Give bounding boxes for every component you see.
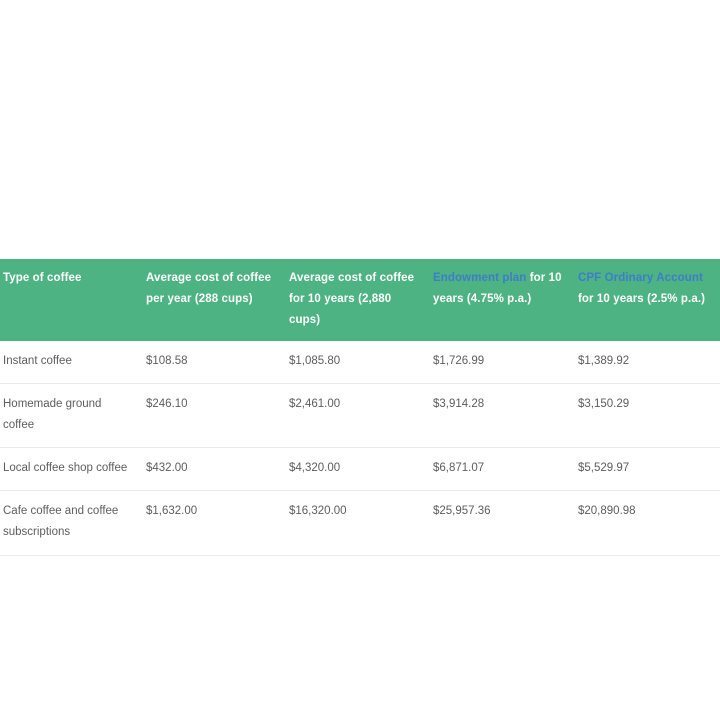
- column-header-label-rest: for 10 years (4.75% p.a.): [433, 272, 562, 305]
- cost-comparison-table: Type of coffee Average cost of coffee pe…: [0, 259, 720, 556]
- column-header-label-rest: for 10 years (2.5% p.a.): [578, 293, 706, 305]
- table-row: Homemade ground coffee $246.10 $2,461.00…: [0, 383, 720, 448]
- cell-endowment-10-years: $25,957.36: [433, 490, 578, 556]
- column-header-type-of-coffee: Type of coffee: [0, 259, 146, 341]
- cell-endowment-10-years: $6,871.07: [433, 447, 578, 491]
- column-header-cpf-ordinary-account: CPF Ordinary Account for 10 years (2.5% …: [578, 259, 720, 341]
- cell-cpf-oa-10-years: $1,389.92: [578, 341, 720, 384]
- table-header-row: Type of coffee Average cost of coffee pe…: [0, 259, 720, 341]
- column-header-average-cost-10-years: Average cost of coffee for 10 years (2,8…: [289, 259, 433, 341]
- table-body: Instant coffee $108.58 $1,085.80 $1,726.…: [0, 341, 720, 556]
- cell-cpf-oa-10-years: $20,890.98: [578, 490, 720, 556]
- cell-cost-10-years: $4,320.00: [289, 447, 433, 491]
- cell-cost-10-years: $16,320.00: [289, 490, 433, 556]
- cell-type-of-coffee: Homemade ground coffee: [0, 383, 146, 448]
- cell-cpf-oa-10-years: $3,150.29: [578, 383, 720, 448]
- cpf-ordinary-account-link[interactable]: CPF Ordinary Account: [578, 272, 703, 284]
- table-row: Instant coffee $108.58 $1,085.80 $1,726.…: [0, 341, 720, 384]
- table-row: Cafe coffee and coffee subscriptions $1,…: [0, 490, 720, 556]
- table-row: Local coffee shop coffee $432.00 $4,320.…: [0, 447, 720, 491]
- cell-cost-10-years: $1,085.80: [289, 341, 433, 384]
- cell-type-of-coffee: Cafe coffee and coffee subscriptions: [0, 490, 146, 556]
- cost-comparison-table-wrapper: Type of coffee Average cost of coffee pe…: [0, 259, 720, 556]
- cell-type-of-coffee: Local coffee shop coffee: [0, 447, 146, 491]
- cell-cost-per-year: $246.10: [146, 383, 289, 448]
- cell-type-of-coffee: Instant coffee: [0, 341, 146, 384]
- cell-cost-per-year: $432.00: [146, 447, 289, 491]
- cell-cost-10-years: $2,461.00: [289, 383, 433, 448]
- endowment-plan-link[interactable]: Endowment plan: [433, 272, 527, 284]
- cell-endowment-10-years: $3,914.28: [433, 383, 578, 448]
- cell-endowment-10-years: $1,726.99: [433, 341, 578, 384]
- column-header-average-cost-per-year: Average cost of coffee per year (288 cup…: [146, 259, 289, 341]
- column-header-label: Average cost of coffee for 10 years (2,8…: [289, 272, 415, 326]
- cell-cost-per-year: $1,632.00: [146, 490, 289, 556]
- cell-cpf-oa-10-years: $5,529.97: [578, 447, 720, 491]
- column-header-label: Type of coffee: [3, 272, 82, 284]
- cell-cost-per-year: $108.58: [146, 341, 289, 384]
- column-header-label: Average cost of coffee per year (288 cup…: [146, 272, 272, 305]
- column-header-endowment-plan: Endowment plan for 10 years (4.75% p.a.): [433, 259, 578, 341]
- table-header: Type of coffee Average cost of coffee pe…: [0, 259, 720, 341]
